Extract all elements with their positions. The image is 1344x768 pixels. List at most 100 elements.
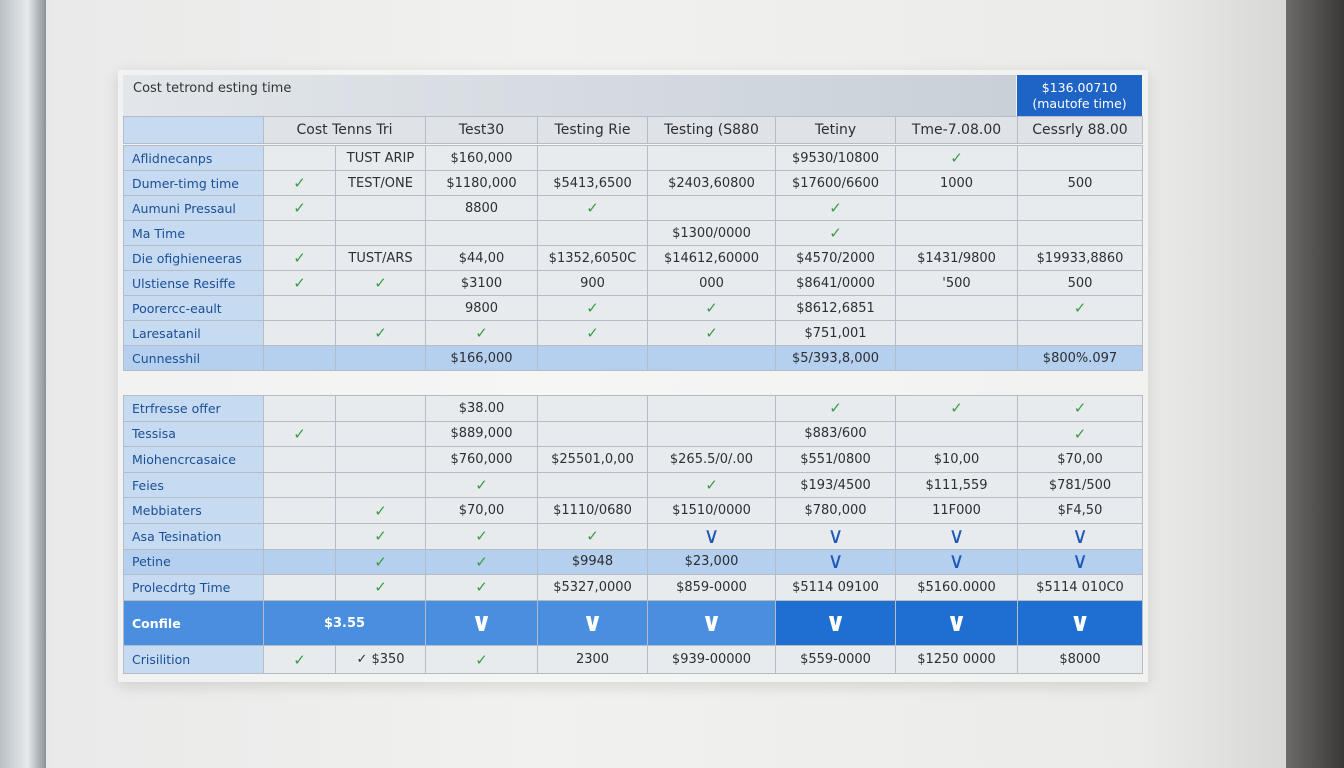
cell-text: $2403,60800 [668,175,755,191]
cell-text: $760,000 [450,451,513,467]
cell-text: Tme-7.08.00 [911,122,1002,138]
table-cell: ✓ [775,220,896,246]
cell-text: $10,00 [933,451,980,467]
row-label: Petine [123,548,264,576]
table-cell: ✓ [335,270,426,296]
table-cell: ✓ [335,574,426,601]
table-cell: $19933,8860 [1017,245,1143,271]
cell-text: ✓ [475,324,488,342]
cell-text: Dumer-timg time [132,175,239,191]
cell-text: Petine [132,554,171,570]
cell-text: $781/500 [1048,477,1112,493]
table-cell [537,345,648,371]
table-cell: $193/4500 [775,471,896,499]
table-cell: TUST/ARS [335,245,426,271]
table-cell: ∨ [895,600,1018,646]
table-cell: ∨ [895,548,1018,576]
table-cell [895,320,1018,346]
cell-text: $17600/6600 [791,175,880,191]
table-cell [895,195,1018,221]
cell-text: 000 [699,275,724,291]
row-label: Mebbiaters [123,497,264,524]
table-cell: ✓ [1017,420,1143,448]
badge-line: $136.00710 [1041,80,1118,95]
table-title: Cost tetrond esting time [123,75,1016,116]
table-cell: $8641/0000 [775,270,896,296]
cell-text: Tessisa [132,426,176,442]
cell-text: Feies [132,477,164,493]
table-cell: TEST/ONE [335,170,426,196]
cell-text: Tetiny [814,122,857,138]
cell-text: $70,00 [1057,451,1103,467]
cell-text: Prolecdrtg Time [132,579,231,595]
table-cell: ✓ [775,395,896,422]
cell-text: 500 [1067,275,1093,291]
table-cell [263,497,336,524]
table-cell: ∨ [1017,600,1143,646]
column-header: Testing Rie [537,116,648,144]
table-cell [335,446,426,473]
row-label: Prolecdrtg Time [123,574,264,601]
table-cell: ✓ [425,548,538,576]
table-cell: ∨ [1017,523,1143,550]
cell-text: $1431/9800 [917,250,996,266]
cell-text: $883/600 [804,426,867,442]
column-header: Tme-7.08.00 [895,116,1018,144]
cell-text: 500 [1067,175,1093,191]
row-label: Miohencrcasaice [123,446,264,473]
cell-text: $4570/2000 [796,250,875,266]
cell-text: Miohencrcasaice [132,451,236,467]
cell-text: TUST/ARS [348,250,413,266]
cell-text: $5160.0000 [917,579,996,595]
table-cell: ✓ [335,548,426,576]
column-header: Tetiny [775,116,896,144]
table-cell: ✓ [1017,395,1143,422]
badge: $136.00710 (mautofe time) [1017,75,1142,116]
cell-text: $1300/0000 [672,225,751,241]
cell-text: $19933,8860 [1036,250,1124,266]
cell-text: ∨ [703,523,720,549]
table-cell [263,548,336,576]
cell-text: ✓ [374,324,387,342]
table-cell: $939-00000 [647,645,776,674]
row-label: Ma Time [123,220,264,246]
table-cell: ✓ [425,645,538,674]
row-label: Tessisa [123,420,264,448]
table-cell [335,471,426,499]
cell-text: Test30 [458,122,505,138]
table-cell [263,523,336,550]
cell-text: $1250 0000 [917,652,996,667]
table-cell: $1110/0680 [537,497,648,524]
table-cell [537,471,648,499]
table-cell: ∨ [895,523,1018,550]
cell-text: $38.00 [458,400,505,416]
cell-text: Testing (S880 [664,122,759,138]
table-cell: $70,00 [425,497,538,524]
door-frame [1286,0,1344,768]
cell-text: ✓ [586,324,599,342]
table-cell: ✓ [335,320,426,346]
table-cell: $5/393,8,000 [775,345,896,371]
table-cell: $4570/2000 [775,245,896,271]
cell-text: Cost Tenns Tri [296,122,393,138]
table-cell: $38.00 [425,395,538,422]
cell-text: $9530/10800 [791,150,880,166]
table-cell [425,220,538,246]
cell-text: ✓ $350 [356,652,405,667]
row-label: Feies [123,471,264,499]
table-cell: 000 [647,270,776,296]
table-cell [647,145,776,171]
cell-text: Poorercc-eault [132,300,222,316]
cell-text: $111,559 [925,477,988,493]
table-cell [1017,195,1143,221]
table-cell: ✓ [335,497,426,524]
table-cell: $25501,0,00 [537,446,648,473]
table-cell: ∨ [647,600,776,646]
cell-text: ✓ [374,578,387,597]
table-cell [263,345,336,371]
cell-text: ∨ [470,608,493,638]
table-cell [647,195,776,221]
cell-text: Ulstiense Resiffe [132,275,236,291]
table-cell: $3.55 [263,600,426,646]
table-cell: $5327,0000 [537,574,648,601]
